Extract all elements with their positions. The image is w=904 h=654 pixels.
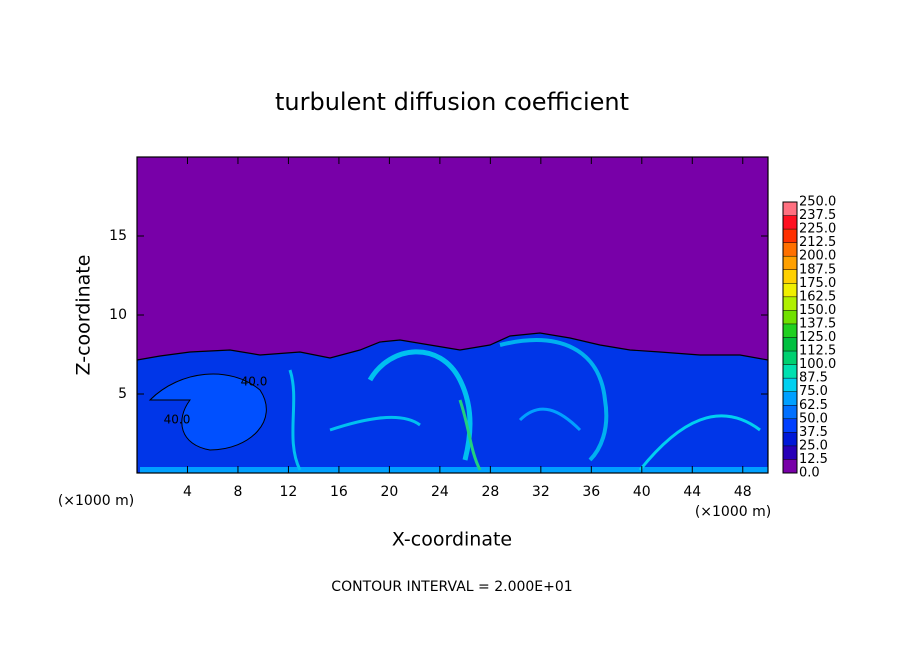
colorbar-label: 237.5 (799, 208, 836, 223)
colorbar-band (783, 256, 797, 270)
x-tick-label: 16 (330, 484, 348, 500)
colorbar-band (783, 323, 797, 338)
colorbar-label: 187.5 (799, 262, 836, 277)
colorbar-label: 37.5 (799, 425, 828, 440)
contour-label: 40.0 (241, 375, 268, 389)
colorbar-band (783, 418, 797, 433)
colorbar-label: 250.0 (799, 195, 836, 210)
colorbar-band (783, 459, 797, 473)
colorbar-band (783, 202, 797, 216)
colorbar-band (783, 445, 797, 460)
colorbar-label: 112.5 (799, 344, 836, 359)
colorbar-label: 225.0 (799, 222, 836, 237)
colorbar-band (783, 378, 797, 392)
colorbar-label: 0.0 (799, 466, 820, 481)
colorbar-label: 212.5 (799, 235, 836, 250)
colorbar-label: 100.0 (799, 357, 836, 372)
colorbar-label: 125.0 (799, 330, 836, 345)
colorbar-band (783, 351, 797, 365)
colorbar-label: 25.0 (799, 438, 828, 453)
x-axis-label: X-coordinate (392, 529, 512, 551)
colorbar-band (783, 229, 797, 243)
colorbar-label: 87.5 (799, 371, 828, 386)
colorbar-label: 12.5 (799, 452, 828, 467)
colorbar-label: 75.0 (799, 384, 828, 399)
x-tick-label: 8 (233, 484, 242, 500)
y-unit-label: (×1000 m) (58, 493, 134, 509)
x-tick-label: 32 (532, 484, 550, 500)
x-tick-label: 4 (183, 484, 192, 500)
y-axis-label: Z-coordinate (73, 255, 95, 376)
contour-field (137, 157, 768, 473)
colorbar-band (783, 432, 797, 446)
chart-title: turbulent diffusion coefficient (275, 88, 629, 116)
colorbar-band (783, 296, 797, 311)
x-tick-label: 40 (633, 484, 651, 500)
colorbar-label: 50.0 (799, 411, 828, 426)
colorbar-label: 62.5 (799, 398, 828, 413)
x-tick-label: 48 (734, 484, 752, 500)
colorbar-band (783, 337, 797, 352)
colorbar-band (783, 242, 797, 257)
y-tick-label: 5 (118, 386, 127, 402)
x-tick-label: 24 (431, 484, 449, 500)
colorbar-band (783, 269, 797, 284)
colorbar-label: 150.0 (799, 303, 836, 318)
contour-label: 40.0 (164, 413, 191, 427)
y-tick-label: 15 (109, 228, 127, 244)
x-unit-label: (×1000 m) (695, 504, 771, 520)
colorbar-band (783, 364, 797, 379)
colorbar-band (783, 310, 797, 324)
x-tick-label: 20 (380, 484, 398, 500)
colorbar-label: 200.0 (799, 249, 836, 264)
colorbar-band (783, 391, 797, 406)
x-tick-label: 36 (582, 484, 600, 500)
colorbar-label: 162.5 (799, 289, 836, 304)
colorbar-band (783, 405, 797, 419)
colorbar-band (783, 215, 797, 230)
colorbar-band (783, 283, 797, 297)
x-tick-label: 12 (280, 484, 298, 500)
x-tick-label: 28 (481, 484, 499, 500)
colorbar-label: 137.5 (799, 316, 836, 331)
footnote: CONTOUR INTERVAL = 2.000E+01 (331, 579, 572, 595)
colorbar-label: 175.0 (799, 276, 836, 291)
y-tick-label: 10 (109, 307, 127, 323)
x-tick-label: 44 (683, 484, 701, 500)
